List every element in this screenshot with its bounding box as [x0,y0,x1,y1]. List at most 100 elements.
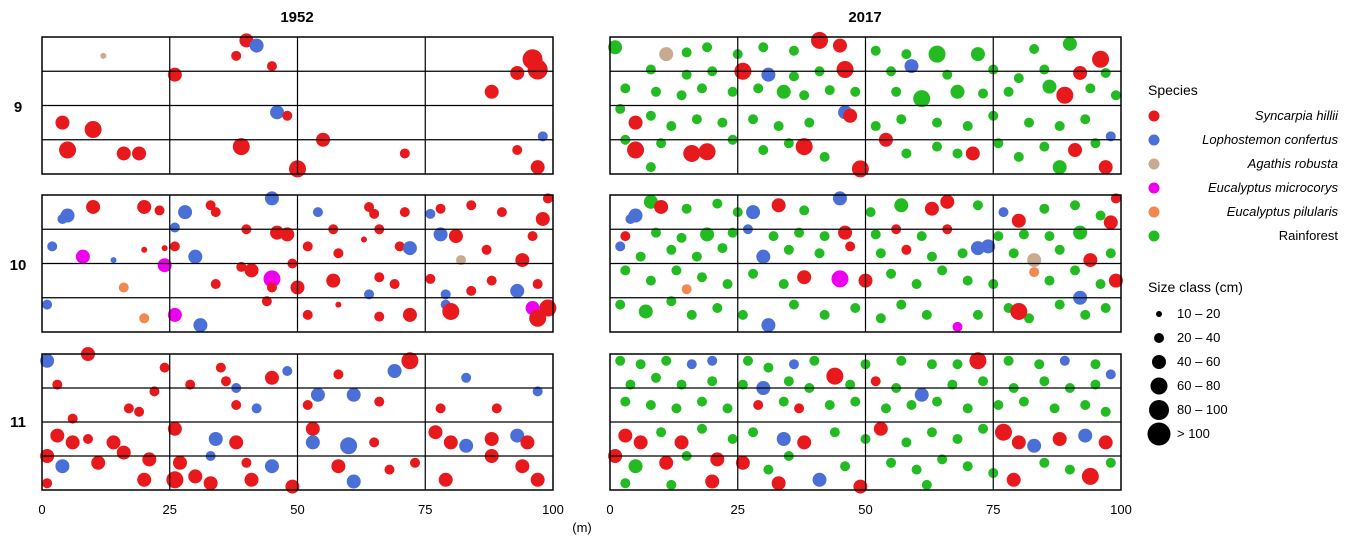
tree-point [994,423,1012,441]
species-legend-item: Eucalyptus microcorys [1148,180,1338,195]
tree-point [1044,231,1055,242]
tree-point [645,162,656,173]
tree-point [654,199,669,214]
tree-point [737,379,748,390]
tree-point [957,248,968,259]
tree-point [635,251,646,262]
tree-point [333,248,344,259]
tree-point [442,302,460,320]
tree-point [394,241,405,252]
tree-point [167,307,182,322]
tree-point [1073,225,1088,240]
size-legend-swatch [1149,400,1169,420]
species-legend-swatch [1148,158,1160,170]
tree-point [942,69,953,80]
tree-point [428,425,443,440]
tree-point [402,241,417,256]
tree-point [712,198,723,209]
tree-point [758,145,769,156]
tree-point [928,45,946,63]
tree-point [763,362,774,373]
tree-point [1011,213,1026,228]
tree-point [676,90,687,101]
tree-point [532,386,543,397]
tree-point [921,309,932,320]
tree-point [484,432,499,446]
species-legend-item: Eucalyptus pilularis [1148,204,1339,219]
tree-point [1080,400,1091,410]
tree-point [169,241,180,252]
tree-point [645,64,656,75]
tree-point [998,207,1009,218]
tree-point [773,121,784,132]
tree-point [161,245,168,252]
tree-point [671,403,682,414]
tree-point [696,272,707,283]
tree-point [911,279,922,290]
tree-point [896,355,907,366]
tree-point [244,263,259,278]
plot-panels [40,31,1123,494]
tree-point [659,47,674,62]
tree-point [438,472,453,487]
tree-point [981,239,996,254]
tree-point [700,227,715,242]
tree-point [491,403,502,414]
tree-point [814,248,825,259]
tree-point [850,396,861,407]
tree-point [326,273,341,288]
tree-point [850,86,861,97]
tree-point [157,258,172,273]
tree-point [542,193,553,204]
tree-point [1090,379,1101,390]
species-legend-label: Eucalyptus pilularis [1227,204,1339,219]
tree-point [1034,359,1045,370]
tree-point [826,367,844,385]
tree-point [625,213,636,224]
tree-point [746,205,761,220]
tree-point [244,472,259,487]
tree-point [42,478,53,489]
tree-point [707,355,718,366]
tree-point [645,110,656,121]
tree-point [950,84,965,99]
tree-point [926,251,937,262]
tree-point [737,309,748,320]
tree-point [1090,138,1101,149]
tree-point [615,103,626,114]
tree-point [1073,65,1088,80]
tree-point [1039,64,1050,75]
tree-point [696,83,707,94]
tree-point [75,249,90,264]
tree-point [778,396,789,407]
tree-point [369,437,380,448]
tree-point [1056,86,1074,104]
tree-point [312,207,323,218]
size-legend-item: 10 – 20 [1156,306,1220,321]
tree-point [1100,303,1111,314]
tree-point [1059,355,1070,366]
tree-point [620,396,631,407]
tree-point [978,376,989,387]
tree-point [691,251,702,262]
tree-point [993,231,1004,242]
size-legend-label: 10 – 20 [1177,306,1220,321]
tree-point [118,282,129,293]
tree-point [650,86,661,97]
size-legend-item: 40 – 60 [1152,354,1220,369]
tree-point [132,146,147,161]
tree-point [691,114,702,125]
tree-point [756,249,771,264]
tree-point [911,464,922,475]
tree-point [335,301,342,308]
tree-point [282,366,293,376]
species-legend-swatch [1148,206,1160,218]
panel-border [609,353,1122,491]
tree-point [387,364,402,378]
x-tick-label: 100 [1110,502,1132,517]
tree-point [681,284,692,295]
tree-point [215,362,226,373]
tree-point [666,296,677,307]
tree-point [520,435,535,450]
